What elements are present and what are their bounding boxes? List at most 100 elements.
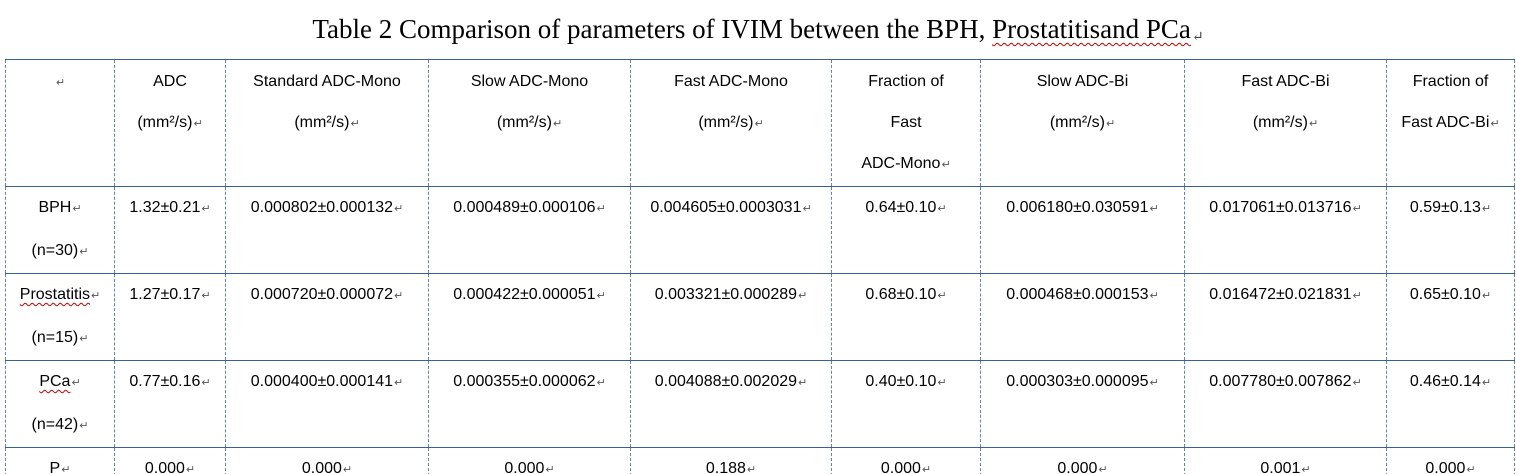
cell-line: 0.003321±0.000289↵ [633, 275, 829, 318]
paragraph-mark-icon: ↵ [1149, 290, 1159, 302]
cell-line: 0.007780±0.007862↵ [1187, 362, 1384, 405]
cell-value: 0.003321±0.000289 [654, 286, 798, 303]
cell-value: 1.32±0.21 [129, 199, 201, 216]
cell-line: 0.000802±0.000132↵ [228, 188, 426, 231]
paragraph-mark-icon: ↵ [798, 290, 808, 302]
paragraph-mark-icon: ↵ [61, 464, 71, 474]
paragraph-mark-icon: ↵ [79, 420, 89, 432]
cell-value: 0.004088±0.002029 [654, 373, 798, 390]
paragraph-mark-icon: ↵ [1308, 118, 1319, 130]
cell-line: 0.000303±0.000095↵ [983, 362, 1182, 405]
cell-line: 0.46±0.14↵ [1389, 362, 1512, 405]
paragraph-mark-icon: ↵ [79, 333, 89, 345]
table-cell: 0.40±0.10↵ [831, 360, 981, 448]
cell-value: 0.000 [144, 460, 185, 474]
row-header: P↵ [5, 447, 115, 474]
cell-line: PCa↵ [8, 362, 112, 405]
row-group-label: PCa [39, 373, 71, 390]
cell-line: 1.32±0.21↵ [117, 188, 223, 231]
cell-value: 0.000303±0.000095 [1006, 373, 1149, 390]
cell-line: 0.77±0.16↵ [117, 362, 223, 405]
paragraph-mark-icon: ↵ [596, 290, 606, 302]
paragraph-mark-icon: ↵ [91, 290, 101, 302]
cell-line: Prostatitis↵ [8, 275, 112, 318]
paragraph-mark-icon: ↵ [201, 290, 211, 302]
cell-line: 0.000↵ [983, 449, 1182, 474]
table-row: BPH↵ (n=30)↵ 1.32±0.21↵ 0.000802±0.000132↵ 0… [5, 186, 1515, 274]
cell-line: Fast ADC-Bi [1187, 61, 1384, 102]
table-cell: 0.017061±0.013716↵ [1184, 186, 1387, 274]
cell-line: 0.000↵ [834, 449, 978, 474]
cell-value: 0.000 [880, 460, 921, 474]
cell-value: 0.000 [1057, 460, 1098, 474]
table-cell: 0.004088±0.002029↵ [630, 360, 832, 448]
column-header-text: Fast [890, 114, 922, 131]
paragraph-mark-icon: ↵ [596, 377, 606, 389]
paragraph-mark-icon: ↵ [754, 118, 764, 130]
paragraph-mark-icon: ↵ [596, 203, 606, 215]
cell-value: 0.001 [1260, 460, 1301, 474]
row-group-label: Prostatitis [19, 286, 91, 303]
paragraph-mark-icon: ↵ [1481, 377, 1492, 389]
cell-line: Slow ADC-Bi [983, 61, 1182, 102]
column-header: Fast ADC-Bi (mm²/s)↵ [1184, 59, 1387, 187]
table-cell: 0.68±0.10↵ [831, 273, 981, 361]
cell-value: 0.000 [301, 460, 342, 474]
column-header-text: Fast ADC-Mono [674, 73, 788, 90]
column-header-text: Slow ADC-Mono [470, 73, 589, 90]
table-cell: 0.64±0.10↵ [831, 186, 981, 274]
cell-line: 0.000400±0.000141↵ [228, 362, 426, 405]
cell-value: 0.000468±0.000153 [1006, 286, 1149, 303]
paragraph-mark-icon: ↵ [201, 203, 211, 215]
cell-line: (n=30)↵ [8, 230, 112, 273]
paragraph-mark-icon: ↵ [72, 203, 82, 215]
table-cell: 0.77±0.16↵ [114, 360, 226, 448]
cell-line: 0.001↵ [1187, 449, 1384, 474]
table-cell: 0.003321±0.000289↵ [630, 273, 832, 361]
row-header: PCa↵ (n=42)↵ [5, 360, 115, 448]
table-cell: 0.46±0.14↵ [1386, 360, 1515, 448]
paragraph-mark-icon: ↵ [1466, 464, 1476, 474]
paragraph-mark-icon: ↵ [1352, 290, 1362, 302]
cell-value: 0.000355±0.000062 [453, 373, 596, 390]
paragraph-mark-icon: ↵ [802, 203, 812, 215]
table-cell: 0.000↵ [114, 447, 226, 474]
cell-line: 0.000489±0.000106↵ [431, 188, 628, 231]
table-body: ↵ ADC (mm²/s)↵ Standard ADC-Mono (mm²/s)↵ Slo… [5, 59, 1515, 474]
column-header-text: Fast ADC-Bi [1401, 114, 1490, 131]
cell-value: 0.000802±0.000132 [250, 199, 394, 216]
cell-value: 0.188 [705, 460, 746, 474]
cell-line: P↵ [8, 449, 112, 474]
cell-line: 0.59±0.13↵ [1389, 188, 1512, 231]
header-row: ↵ ADC (mm²/s)↵ Standard ADC-Mono (mm²/s)↵ Slo… [5, 59, 1515, 187]
cell-line: 0.017061±0.013716↵ [1187, 188, 1384, 231]
table-cell: 0.000489±0.000106↵ [428, 186, 631, 274]
cell-value: 0.77±0.16 [129, 373, 201, 390]
table-cell: 0.000355±0.000062↵ [428, 360, 631, 448]
row-group-label: BPH [38, 199, 72, 216]
column-header: ADC (mm²/s)↵ [114, 59, 226, 187]
column-header-text: Standard ADC-Mono [253, 73, 401, 90]
column-header-text: Fraction of [868, 73, 944, 90]
cell-line: 0.000↵ [228, 449, 426, 474]
cell-line: Fraction of [834, 61, 978, 102]
column-header-text: ADC-Mono [861, 155, 941, 172]
cell-line: 1.27±0.17↵ [117, 275, 223, 318]
cell-value: 0.000400±0.000141 [250, 373, 394, 390]
paragraph-mark-icon: ↵ [55, 77, 66, 89]
paragraph-mark-icon: ↵ [1481, 290, 1492, 302]
cell-line: (mm²/s)↵ [228, 102, 426, 145]
cell-value: 0.000 [504, 460, 545, 474]
cell-value: 0.000 [1425, 460, 1466, 474]
cell-line: ADC [117, 61, 223, 102]
table-cell: 0.000↵ [980, 447, 1185, 474]
cell-line: 0.64±0.10↵ [834, 188, 978, 231]
cell-line: 0.65±0.10↵ [1389, 275, 1512, 318]
cell-line: 0.000422±0.000051↵ [431, 275, 628, 318]
row-sample-size: (n=42) [31, 416, 79, 433]
cell-line: (mm²/s)↵ [983, 102, 1182, 145]
paragraph-mark-icon: ↵ [193, 118, 203, 130]
cell-line: Standard ADC-Mono [228, 61, 426, 102]
cell-line: Fraction of [1389, 61, 1512, 102]
